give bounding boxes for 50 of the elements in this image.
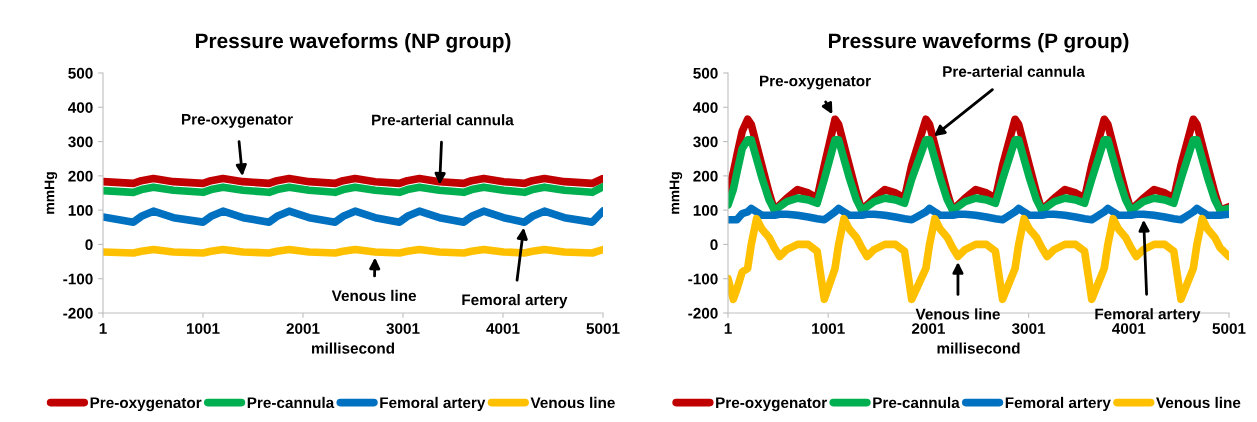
annotation: Venous line — [331, 289, 417, 302]
y-tick-label: 200 — [693, 170, 718, 182]
y-tick-label: 100 — [693, 205, 718, 216]
x-tick-label: 1001 — [812, 323, 845, 334]
x-tick-label: 5001 — [586, 323, 620, 334]
y-tick-label: 500 — [693, 67, 718, 79]
legend-label: Pre-cannula — [247, 396, 335, 409]
x-tick-label: 2001 — [911, 323, 945, 334]
y-tick-label: 400 — [693, 102, 718, 113]
y-tick-label: 0 — [710, 239, 718, 251]
y-tick-label: 300 — [68, 136, 93, 148]
legend-label: Venous line — [530, 396, 615, 409]
x-tick-label: 2001 — [286, 323, 320, 334]
annotation: Pre-arterial cannula — [943, 65, 1085, 77]
chart-title: Pressure waveforms (NP group) — [195, 32, 511, 53]
x-tick-label: 3001 — [386, 323, 420, 334]
x-axis-title: millisecond — [937, 342, 1020, 354]
x-tick-label: 5001 — [1212, 323, 1246, 334]
annotation: Pre-oxygenator — [760, 75, 871, 90]
legend-label: Venous line — [1156, 396, 1241, 409]
y-tick-label: 400 — [68, 102, 93, 113]
y-tick-label: 200 — [68, 170, 93, 182]
legend-label: Pre-cannula — [873, 396, 960, 409]
legend-label: Pre-oxygenator — [716, 397, 827, 412]
x-axis-title: millisecond — [311, 342, 395, 354]
y-tick-label: -200 — [63, 307, 93, 319]
legend-label: Pre-oxygenator — [90, 397, 202, 412]
chart-title: Pressure waveforms (P group) — [828, 32, 1129, 53]
annotation: Femoral artery — [1095, 308, 1201, 323]
y-tick-label: 300 — [693, 136, 718, 148]
y-tick-label: 0 — [85, 239, 93, 251]
annotation: Pre-oxygenator — [181, 114, 293, 128]
x-tick-label: 3001 — [1011, 323, 1046, 334]
legend-label: Femoral artery — [380, 396, 486, 412]
annotation: Pre-arterial cannula — [372, 114, 514, 126]
x-tick-label: 1 — [724, 323, 732, 334]
x-tick-label: 1 — [99, 323, 107, 334]
y-tick-label: -200 — [688, 307, 718, 319]
y-axis-title: mmHg — [44, 172, 58, 214]
legend-label: Femoral artery — [1005, 396, 1111, 412]
x-tick-label: 4001 — [486, 323, 520, 334]
annotation: Venous line — [915, 308, 1000, 320]
y-tick-label: -100 — [63, 273, 93, 285]
y-axis-title: mmHg — [669, 172, 683, 214]
annotation: Femoral artery — [462, 294, 568, 309]
y-tick-label: -100 — [688, 273, 718, 285]
y-tick-label: 100 — [68, 205, 93, 216]
x-tick-label: 4001 — [1112, 323, 1146, 334]
x-tick-label: 1001 — [186, 323, 220, 334]
y-tick-label: 500 — [68, 67, 93, 79]
